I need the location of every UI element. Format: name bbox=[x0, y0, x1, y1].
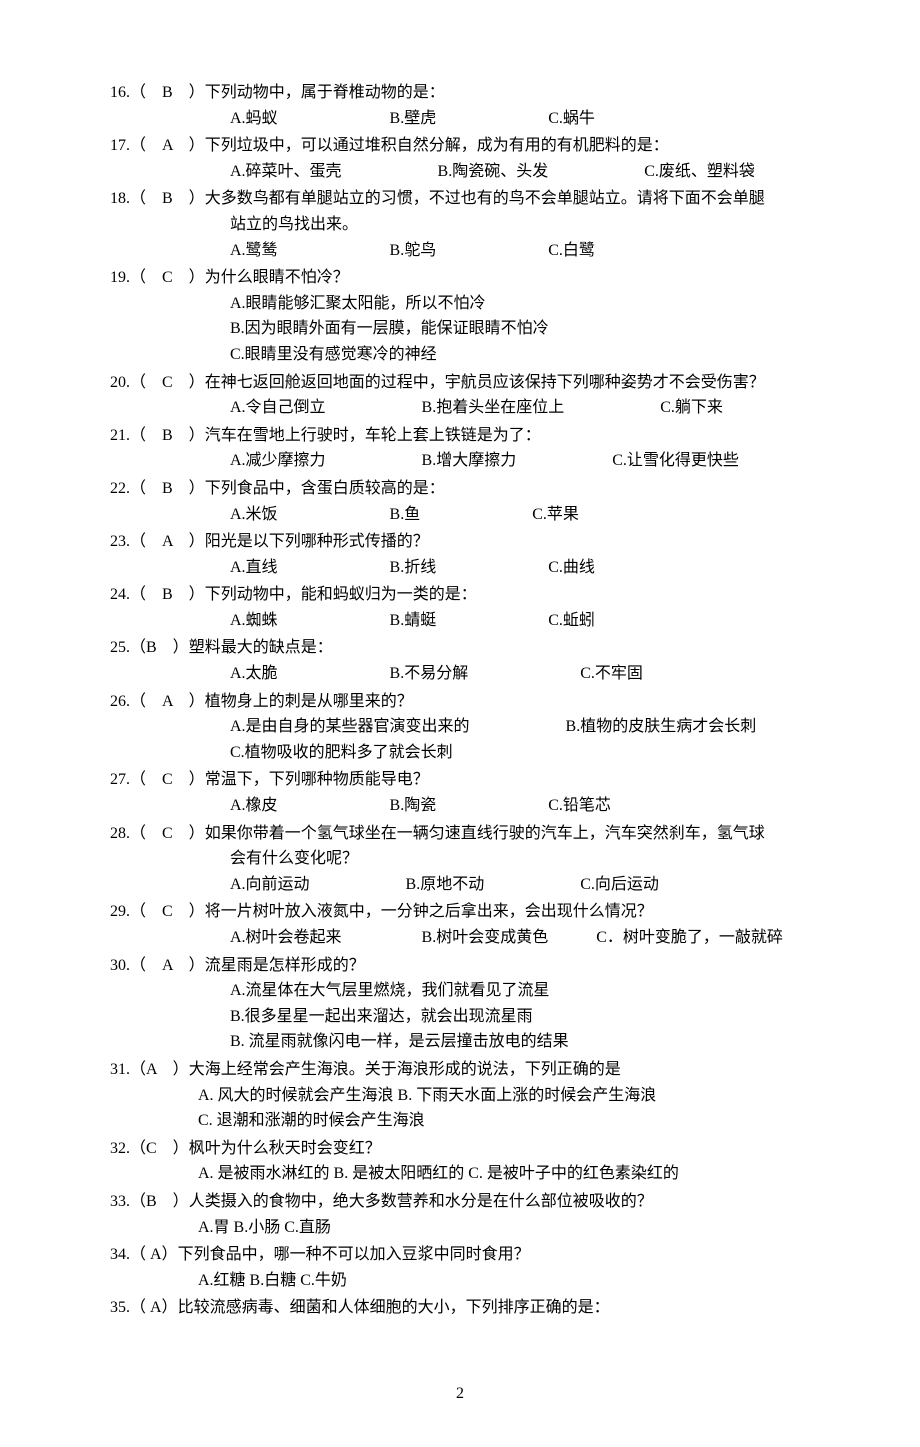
question-option-c: C.眼睛里没有感觉寒冷的神经 bbox=[110, 342, 810, 368]
question-options: A.直线 B.折线 C.曲线 bbox=[110, 555, 810, 581]
question-stem: 25.（B ）塑料最大的缺点是： bbox=[110, 635, 810, 661]
question-20: 20.（ C ）在神七返回舱返回地面的过程中，宇航员应该保持下列哪种姿势才不会受… bbox=[110, 370, 810, 421]
question-stem: 23.（ A ）阳光是以下列哪种形式传播的？ bbox=[110, 529, 810, 555]
question-options: A.鹭鸶 B.鸵鸟 C.白鹭 bbox=[110, 238, 810, 264]
question-option-a: A.眼睛能够汇聚太阳能，所以不怕冷 bbox=[110, 291, 810, 317]
question-21: 21.（ B ）汽车在雪地上行驶时，车轮上套上铁链是为了： A.减少摩擦力 B.… bbox=[110, 423, 810, 474]
question-options: A.蚂蚁 B.壁虎 C.蜗牛 bbox=[110, 106, 810, 132]
question-35: 35.（ A）比较流感病毒、细菌和人体细胞的大小，下列排序正确的是： bbox=[110, 1295, 810, 1321]
question-30: 30.（ A ）流星雨是怎样形成的？ A.流星体在大气层里燃烧，我们就看见了流星… bbox=[110, 953, 810, 1055]
question-22: 22.（ B ）下列食品中，含蛋白质较高的是： A.米饭 B.鱼 C.苹果 bbox=[110, 476, 810, 527]
question-option-a: A.流星体在大气层里燃烧，我们就看见了流星 bbox=[110, 978, 810, 1004]
q-num: 22.（ B ） bbox=[110, 480, 205, 497]
question-options: A. 是被雨水淋红的 B. 是被太阳晒红的 C. 是被叶子中的红色素染红的 bbox=[110, 1161, 810, 1187]
question-31: 31.（A ）大海上经常会产生海浪。关于海浪形成的说法，下列正确的是 A. 风大… bbox=[110, 1057, 810, 1134]
q-num: 20.（ C ） bbox=[110, 374, 205, 391]
question-options: A.橡皮 B.陶瓷 C.铅笔芯 bbox=[110, 793, 810, 819]
question-stem: 19.（ C ）为什么眼睛不怕冷？ bbox=[110, 265, 810, 291]
question-option-ab: A.是由自身的某些器官演变出来的 B.植物的皮肤生病才会长刺 bbox=[110, 714, 810, 740]
question-stem: 33.（B ）人类摄入的食物中，绝大多数营养和水分是在什么部位被吸收的？ bbox=[110, 1189, 810, 1215]
q-num: 33.（B ） bbox=[110, 1193, 189, 1210]
question-stem: 24.（ B ）下列动物中，能和蚂蚁归为一类的是： bbox=[110, 582, 810, 608]
question-options: A.胃 B.小肠 C.直肠 bbox=[110, 1215, 810, 1241]
question-stem: 34.（ A）下列食品中，哪一种不可以加入豆浆中同时食用？ bbox=[110, 1242, 810, 1268]
question-options: A.红糖 B.白糖 C.牛奶 bbox=[110, 1268, 810, 1294]
q-num: 35.（ A） bbox=[110, 1299, 178, 1316]
q-num: 30.（ A ） bbox=[110, 957, 205, 974]
q-num: 17.（ A ） bbox=[110, 137, 205, 154]
question-options: A.令自己倒立 B.抱着头坐在座位上 C.躺下来 bbox=[110, 395, 810, 421]
question-stem: 20.（ C ）在神七返回舱返回地面的过程中，宇航员应该保持下列哪种姿势才不会受… bbox=[110, 370, 810, 396]
question-option-c: C.植物吸收的肥料多了就会长刺 bbox=[110, 740, 810, 766]
question-28: 28.（ C ）如果你带着一个氢气球坐在一辆匀速直线行驶的汽车上，汽车突然刹车，… bbox=[110, 821, 810, 898]
question-stem: 27.（ C ）常温下，下列哪种物质能导电？ bbox=[110, 767, 810, 793]
question-29: 29.（ C ）将一片树叶放入液氮中，一分钟之后拿出来，会出现什么情况？ A.树… bbox=[110, 899, 810, 950]
question-options: A.蜘蛛 B.蜻蜓 C.蚯蚓 bbox=[110, 608, 810, 634]
page-number: 2 bbox=[110, 1381, 810, 1407]
question-option-b: B.很多星星一起出来溜达，就会出现流星雨 bbox=[110, 1004, 810, 1030]
question-24: 24.（ B ）下列动物中，能和蚂蚁归为一类的是： A.蜘蛛 B.蜻蜓 C.蚯蚓 bbox=[110, 582, 810, 633]
q-num: 34.（ A） bbox=[110, 1246, 178, 1263]
question-32: 32.（C ）枫叶为什么秋天时会变红？ A. 是被雨水淋红的 B. 是被太阳晒红… bbox=[110, 1136, 810, 1187]
question-stem: 26.（ A ）植物身上的刺是从哪里来的？ bbox=[110, 689, 810, 715]
q-num: 24.（ B ） bbox=[110, 586, 205, 603]
question-stem: 22.（ B ）下列食品中，含蛋白质较高的是： bbox=[110, 476, 810, 502]
q-num: 28.（ C ） bbox=[110, 825, 205, 842]
question-options: A.太脆 B.不易分解 C.不牢固 bbox=[110, 661, 810, 687]
question-options: A.米饭 B.鱼 C.苹果 bbox=[110, 502, 810, 528]
question-stem-cont: 站立的鸟找出来。 bbox=[110, 212, 810, 238]
question-19: 19.（ C ）为什么眼睛不怕冷？ A.眼睛能够汇聚太阳能，所以不怕冷 B.因为… bbox=[110, 265, 810, 367]
q-num: 21.（ B ） bbox=[110, 427, 205, 444]
q-num: 29.（ C ） bbox=[110, 903, 205, 920]
question-options: A.向前运动 B.原地不动 C.向后运动 bbox=[110, 872, 810, 898]
question-options: A.树叶会卷起来 B.树叶会变成黄色 C．树叶变脆了，一敲就碎 bbox=[110, 925, 810, 951]
q-num: 18.（ B ） bbox=[110, 190, 205, 207]
question-17: 17.（ A ）下列垃圾中，可以通过堆积自然分解，成为有用的有机肥料的是： A.… bbox=[110, 133, 810, 184]
question-option-b2: B. 流星雨就像闪电一样，是云层撞击放电的结果 bbox=[110, 1029, 810, 1055]
question-stem: 32.（C ）枫叶为什么秋天时会变红？ bbox=[110, 1136, 810, 1162]
question-34: 34.（ A）下列食品中，哪一种不可以加入豆浆中同时食用？ A.红糖 B.白糖 … bbox=[110, 1242, 810, 1293]
q-num: 16.（ B ） bbox=[110, 84, 205, 101]
question-stem: 21.（ B ）汽车在雪地上行驶时，车轮上套上铁链是为了： bbox=[110, 423, 810, 449]
q-num: 23.（ A ） bbox=[110, 533, 205, 550]
question-stem: 16.（ B ）下列动物中，属于脊椎动物的是： bbox=[110, 80, 810, 106]
question-16: 16.（ B ）下列动物中，属于脊椎动物的是： A.蚂蚁 B.壁虎 C.蜗牛 bbox=[110, 80, 810, 131]
question-option-ab: A. 风大的时候就会产生海浪 B. 下雨天水面上涨的时候会产生海浪 bbox=[110, 1083, 810, 1109]
question-options: A.减少摩擦力 B.增大摩擦力 C.让雪化得更快些 bbox=[110, 448, 810, 474]
question-stem: 29.（ C ）将一片树叶放入液氮中，一分钟之后拿出来，会出现什么情况？ bbox=[110, 899, 810, 925]
question-25: 25.（B ）塑料最大的缺点是： A.太脆 B.不易分解 C.不牢固 bbox=[110, 635, 810, 686]
question-27: 27.（ C ）常温下，下列哪种物质能导电？ A.橡皮 B.陶瓷 C.铅笔芯 bbox=[110, 767, 810, 818]
question-23: 23.（ A ）阳光是以下列哪种形式传播的？ A.直线 B.折线 C.曲线 bbox=[110, 529, 810, 580]
q-num: 32.（C ） bbox=[110, 1140, 189, 1157]
questions-container: 16.（ B ）下列动物中，属于脊椎动物的是： A.蚂蚁 B.壁虎 C.蜗牛 1… bbox=[110, 80, 810, 1321]
q-num: 25.（B ） bbox=[110, 639, 189, 656]
question-option-c: C. 退潮和涨潮的时候会产生海浪 bbox=[110, 1108, 810, 1134]
question-stem: 30.（ A ）流星雨是怎样形成的？ bbox=[110, 953, 810, 979]
question-stem: 18.（ B ）大多数鸟都有单腿站立的习惯，不过也有的鸟不会单腿站立。请将下面不… bbox=[110, 186, 810, 212]
question-stem: 28.（ C ）如果你带着一个氢气球坐在一辆匀速直线行驶的汽车上，汽车突然刹车，… bbox=[110, 821, 810, 847]
question-18: 18.（ B ）大多数鸟都有单腿站立的习惯，不过也有的鸟不会单腿站立。请将下面不… bbox=[110, 186, 810, 263]
question-stem: 31.（A ）大海上经常会产生海浪。关于海浪形成的说法，下列正确的是 bbox=[110, 1057, 810, 1083]
q-num: 27.（ C ） bbox=[110, 771, 205, 788]
question-stem: 17.（ A ）下列垃圾中，可以通过堆积自然分解，成为有用的有机肥料的是： bbox=[110, 133, 810, 159]
q-num: 26.（ A ） bbox=[110, 693, 205, 710]
q-num: 31.（A ） bbox=[110, 1061, 189, 1078]
q-num: 19.（ C ） bbox=[110, 269, 205, 286]
question-option-b: B.因为眼睛外面有一层膜，能保证眼睛不怕冷 bbox=[110, 316, 810, 342]
question-33: 33.（B ）人类摄入的食物中，绝大多数营养和水分是在什么部位被吸收的？ A.胃… bbox=[110, 1189, 810, 1240]
question-26: 26.（ A ）植物身上的刺是从哪里来的？ A.是由自身的某些器官演变出来的 B… bbox=[110, 689, 810, 766]
question-stem: 35.（ A）比较流感病毒、细菌和人体细胞的大小，下列排序正确的是： bbox=[110, 1295, 810, 1321]
question-stem-cont: 会有什么变化呢？ bbox=[110, 846, 810, 872]
question-options: A.碎菜叶、蛋壳 B.陶瓷碗、头发 C.废纸、塑料袋 bbox=[110, 159, 810, 185]
